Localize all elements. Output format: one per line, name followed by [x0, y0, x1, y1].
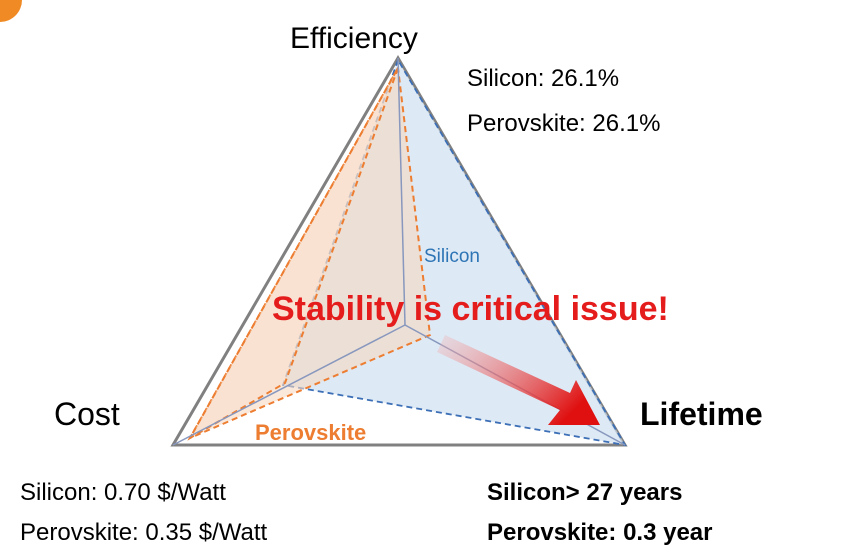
- vertex-label: Cost: [54, 396, 120, 432]
- perovskite-region-side: [187, 67, 399, 441]
- cost-note: Perovskite: 0.35 $/Watt: [20, 519, 268, 546]
- outer-triangle: [170, 55, 628, 447]
- vertex-label: Efficiency: [290, 22, 418, 55]
- efficiency-note: Perovskite: 26.1%: [467, 110, 660, 137]
- lifetime-note: Silicon> 27 years: [487, 479, 682, 506]
- perovskite-region: [187, 64, 432, 441]
- vertex-label: Lifetime: [640, 396, 763, 432]
- headline: Stability is critical issue!: [272, 290, 669, 328]
- efficiency-note: Silicon: 26.1%: [467, 65, 619, 92]
- corner-decoration: [0, 0, 22, 22]
- lifetime-note: Perovskite: 0.3 year: [487, 519, 712, 546]
- perovskite-label: Perovskite: [255, 420, 366, 445]
- arrow: [437, 335, 600, 425]
- silicon-label: Silicon: [424, 246, 480, 267]
- cost-note: Silicon: 0.70 $/Watt: [20, 479, 226, 506]
